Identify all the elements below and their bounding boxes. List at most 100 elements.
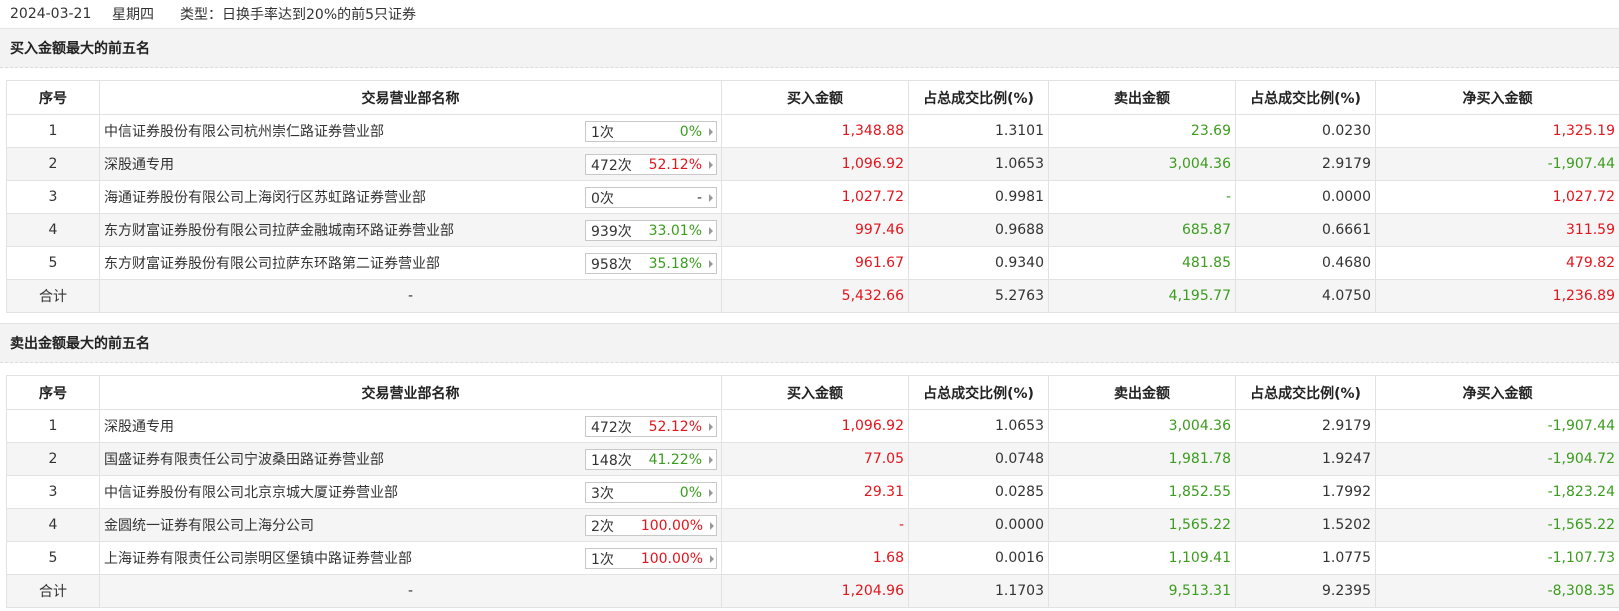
broker-stats-button[interactable]: 958次 35.18% bbox=[585, 253, 717, 274]
broker-stats-button[interactable]: 1次 100.00% bbox=[585, 548, 717, 569]
chevron-right-icon bbox=[706, 122, 716, 141]
sell-table: 序号 交易营业部名称 买入金额 占总成交比例(%) 卖出金额 占总成交比例(%) 净买入金额… bbox=[6, 375, 1619, 608]
rank-cell: 1 bbox=[6, 114, 100, 148]
net-buy-cell: 479.82 bbox=[1375, 246, 1619, 280]
column-header: 交易营业部名称 bbox=[99, 375, 722, 410]
total-row: 合计 -1,204.96 1.1703 9,513.31 9.2395 -8,308.35 bbox=[6, 574, 1619, 608]
broker-cell: 东方财富证券股份有限公司拉萨金融城南环路证券营业部 939次 33.01% bbox=[99, 213, 722, 247]
broker-name-link[interactable]: 中信证券股份有限公司杭州崇仁路证券营业部 bbox=[104, 124, 384, 140]
trade-date: 2024-03-21 bbox=[10, 6, 92, 22]
column-header: 净买入金额 bbox=[1375, 375, 1619, 410]
buy-ratio-cell: 0.9688 bbox=[908, 213, 1049, 247]
sell-table-header: 序号 交易营业部名称 买入金额 占总成交比例(%) 卖出金额 占总成交比例(%) 净买入金额 bbox=[6, 375, 1619, 410]
broker-stats-button[interactable]: 939次 33.01% bbox=[585, 220, 717, 241]
sell-amount-cell: 481.85 bbox=[1048, 246, 1236, 280]
broker-name-link[interactable]: 上海证券有限责任公司崇明区堡镇中路证券营业部 bbox=[104, 551, 412, 567]
listing-count: 472次 bbox=[591, 157, 632, 174]
listing-count: 148次 bbox=[591, 452, 632, 469]
broker-stats-button[interactable]: 2次 100.00% bbox=[585, 515, 717, 536]
broker-stats-button[interactable]: 1次 0% bbox=[585, 121, 717, 142]
sell-ratio-cell: 0.4680 bbox=[1235, 246, 1376, 280]
broker-stats-button[interactable]: 148次 41.22% bbox=[585, 449, 717, 470]
column-header: 净买入金额 bbox=[1375, 80, 1619, 115]
win-rate: 100.00% bbox=[640, 517, 704, 534]
table-row: 4 金圆统一证券有限公司上海分公司 2次 100.00% -0.0000 1,565.22… bbox=[6, 508, 1619, 542]
rank-cell: 2 bbox=[6, 147, 100, 181]
buy-amount-cell: - bbox=[721, 508, 909, 542]
broker-name-link[interactable]: 中信证券股份有限公司北京京城大厦证券营业部 bbox=[104, 485, 398, 501]
broker-cell: 海通证券股份有限公司上海闵行区苏虹路证券营业部 0次 - bbox=[99, 180, 722, 214]
buy-ratio-cell: 0.0016 bbox=[908, 541, 1049, 575]
chevron-right-icon bbox=[707, 549, 716, 568]
net-buy-cell: -1,907.44 bbox=[1375, 147, 1619, 181]
broker-stats-button[interactable]: 0次 - bbox=[585, 187, 717, 208]
buy-amount-cell: 1.68 bbox=[721, 541, 909, 575]
column-header: 序号 bbox=[6, 80, 100, 115]
broker-cell: 上海证券有限责任公司崇明区堡镇中路证券营业部 1次 100.00% bbox=[99, 541, 722, 575]
column-header: 买入金额 bbox=[721, 375, 909, 410]
total-buy: 1,204.96 bbox=[721, 574, 909, 608]
rank-cell: 4 bbox=[6, 213, 100, 247]
sell-ratio-cell: 2.9179 bbox=[1235, 147, 1376, 181]
table-row: 5 东方财富证券股份有限公司拉萨东环路第二证券营业部 958次 35.18% 961.6… bbox=[6, 246, 1619, 280]
rank-cell: 4 bbox=[6, 508, 100, 542]
total-buy-ratio: 1.1703 bbox=[908, 574, 1049, 608]
listing-count: 1次 bbox=[591, 124, 614, 141]
total-label: 合计 bbox=[6, 574, 100, 608]
column-header: 占总成交比例(%) bbox=[1235, 375, 1376, 410]
total-sell-ratio: 4.0750 bbox=[1235, 279, 1376, 313]
broker-stats-button[interactable]: 472次 52.12% bbox=[585, 154, 717, 175]
broker-name-link[interactable]: 金圆统一证券有限公司上海分公司 bbox=[104, 518, 314, 534]
top-info-bar: 2024-03-21 星期四 类型： 日换手率达到20%的前5只证券 bbox=[0, 0, 1619, 28]
column-header: 占总成交比例(%) bbox=[908, 80, 1049, 115]
buy-amount-cell: 1,348.88 bbox=[721, 114, 909, 148]
buy-ratio-cell: 0.0000 bbox=[908, 508, 1049, 542]
table-row: 4 东方财富证券股份有限公司拉萨金融城南环路证券营业部 939次 33.01% 997.… bbox=[6, 213, 1619, 247]
buy-amount-cell: 1,096.92 bbox=[721, 409, 909, 443]
buy-ratio-cell: 1.0653 bbox=[908, 409, 1049, 443]
total-net: 1,236.89 bbox=[1375, 279, 1619, 313]
buy-section-title: 买入金额最大的前五名 bbox=[0, 28, 1619, 68]
table-row: 1 中信证券股份有限公司杭州崇仁路证券营业部 1次 0% 1,348.88 1.3101 2… bbox=[6, 114, 1619, 148]
buy-amount-cell: 77.05 bbox=[721, 442, 909, 476]
chevron-right-icon bbox=[707, 516, 716, 535]
table-row: 3 海通证券股份有限公司上海闵行区苏虹路证券营业部 0次 -1,027.72 0.998… bbox=[6, 180, 1619, 214]
broker-name-link[interactable]: 东方财富证券股份有限公司拉萨金融城南环路证券营业部 bbox=[104, 223, 454, 239]
broker-name-link[interactable]: 东方财富证券股份有限公司拉萨东环路第二证券营业部 bbox=[104, 256, 440, 272]
broker-name-link[interactable]: 深股通专用 bbox=[104, 157, 174, 173]
broker-name-link[interactable]: 海通证券股份有限公司上海闵行区苏虹路证券营业部 bbox=[104, 190, 426, 206]
listing-count: 958次 bbox=[591, 256, 632, 273]
sell-section-title: 卖出金额最大的前五名 bbox=[0, 323, 1619, 363]
sell-ratio-cell: 1.5202 bbox=[1235, 508, 1376, 542]
win-rate: 52.12% bbox=[648, 418, 702, 435]
buy-ratio-cell: 0.0285 bbox=[908, 475, 1049, 509]
column-header: 占总成交比例(%) bbox=[908, 375, 1049, 410]
total-label: 合计 bbox=[6, 279, 100, 313]
chevron-right-icon bbox=[706, 155, 716, 174]
net-buy-cell: -1,823.24 bbox=[1375, 475, 1619, 509]
broker-stats-button[interactable]: 472次 52.12% bbox=[585, 416, 717, 437]
net-buy-cell: -1,107.73 bbox=[1375, 541, 1619, 575]
table-row: 5 上海证券有限责任公司崇明区堡镇中路证券营业部 1次 100.00% 1.68 0.00… bbox=[6, 541, 1619, 575]
chevron-right-icon bbox=[706, 254, 716, 273]
sell-amount-cell: 23.69 bbox=[1048, 114, 1236, 148]
weekday: 星期四 bbox=[112, 7, 154, 23]
listing-count: 1次 bbox=[591, 551, 614, 568]
column-header: 卖出金额 bbox=[1048, 80, 1236, 115]
broker-name-link[interactable]: 国盛证券有限责任公司宁波桑田路证券营业部 bbox=[104, 452, 384, 468]
broker-name-link[interactable]: 深股通专用 bbox=[104, 419, 174, 435]
sell-ratio-cell: 1.9247 bbox=[1235, 442, 1376, 476]
column-header: 序号 bbox=[6, 375, 100, 410]
sell-amount-cell: 1,981.78 bbox=[1048, 442, 1236, 476]
net-buy-cell: -1,565.22 bbox=[1375, 508, 1619, 542]
listing-count: 0次 bbox=[591, 190, 614, 207]
sell-amount-cell: 3,004.36 bbox=[1048, 147, 1236, 181]
buy-ratio-cell: 0.9981 bbox=[908, 180, 1049, 214]
total-net: -8,308.35 bbox=[1375, 574, 1619, 608]
broker-cell: 深股通专用 472次 52.12% bbox=[99, 409, 722, 443]
broker-stats-button[interactable]: 3次 0% bbox=[585, 482, 717, 503]
listing-count: 472次 bbox=[591, 419, 632, 436]
sell-ratio-cell: 0.6661 bbox=[1235, 213, 1376, 247]
net-buy-cell: -1,907.44 bbox=[1375, 409, 1619, 443]
rank-cell: 5 bbox=[6, 541, 100, 575]
